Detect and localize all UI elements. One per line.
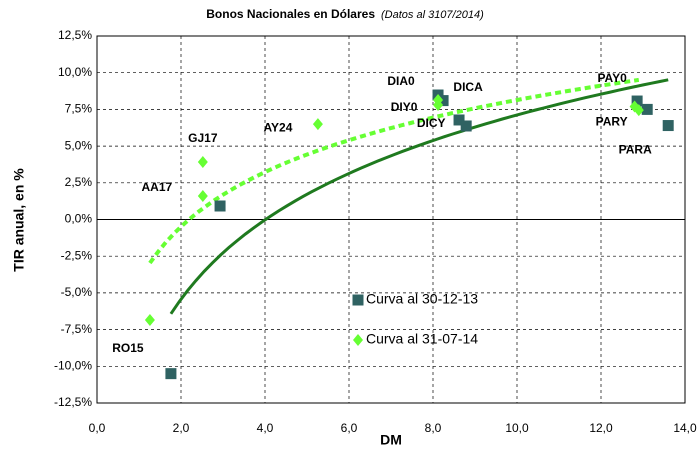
x-tick-label: 4,0 [257,421,274,435]
chart-subtitle: (Datos al 3107/2014) [381,9,484,21]
x-tick-label: 2,0 [173,421,190,435]
point-label: DIY0 [391,100,418,114]
y-tick-label: -2,5% [61,248,93,262]
data-point [165,368,177,380]
data-point [312,118,323,131]
x-tick-label: 6,0 [341,421,358,435]
point-label: PARY [596,115,628,129]
data-point [214,200,226,212]
data-point [453,114,465,126]
point-label: GJ17 [188,131,218,145]
point-label: PARA [619,143,652,157]
x-tick-label: 10,0 [505,421,529,435]
data-point [662,120,674,132]
legend-label: Curva al 30-12-13 [366,291,478,307]
trendline [148,77,640,265]
y-tick-label: -5,0% [61,285,93,299]
x-tick-label: 12,0 [589,421,613,435]
data-point [631,95,643,107]
data-point [437,95,449,107]
y-tick-label: 7,5% [65,102,93,116]
point-label: DIA0 [387,74,415,88]
y-tick-label: 5,0% [65,138,93,152]
y-tick-label: -7,5% [61,322,93,336]
x-tick-label: 14,0 [673,421,697,435]
legend-marker [352,294,364,306]
x-tick-label: 0,0 [89,421,106,435]
y-axis-label: TIR anual, en % [11,168,27,272]
data-point [197,190,208,203]
data-point [633,104,644,117]
data-point [641,103,653,115]
point-label: AA17 [141,180,172,194]
data-point [460,120,472,132]
y-tick-label: -10,0% [54,358,92,372]
x-axis-label: DM [380,432,402,448]
legend-label: Curva al 31-07-14 [366,331,478,347]
y-tick-label: 10,0% [58,65,92,79]
point-label: AY24 [263,120,292,134]
data-point [433,98,444,111]
y-tick-label: 12,5% [58,28,92,42]
point-label: DICA [453,80,483,94]
data-point [144,314,155,327]
y-tick-label: 2,5% [65,175,93,189]
chart-title: Bonos Nacionales en Dólares [206,7,375,21]
point-label: PAY0 [597,71,627,85]
trendline [169,78,669,315]
x-tick-label: 8,0 [425,421,442,435]
data-point [197,155,208,168]
y-tick-label: -12,5% [54,395,92,409]
y-tick-label: 0,0% [65,212,93,226]
point-label: RO15 [112,341,144,355]
point-label: DICY [417,116,446,130]
legend-marker [353,334,363,346]
